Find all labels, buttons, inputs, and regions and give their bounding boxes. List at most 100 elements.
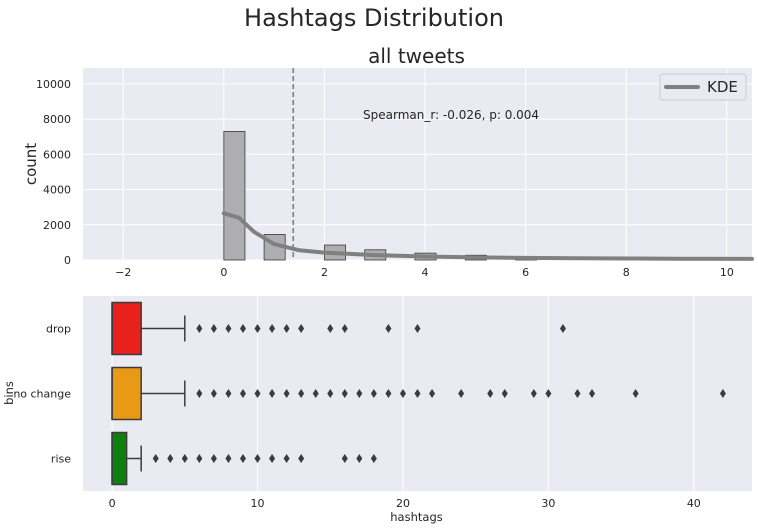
outlier-point [298, 389, 305, 398]
outlier-point [356, 454, 363, 463]
outlier-point [239, 454, 246, 463]
histogram-y-tick-label: 10000 [36, 78, 71, 91]
outlier-point [210, 324, 217, 333]
outlier-point [501, 389, 508, 398]
outlier-point [545, 389, 552, 398]
outlier-point [239, 324, 246, 333]
histogram-y-tick-label: 2000 [43, 219, 71, 232]
outlier-point [487, 389, 494, 398]
outlier-point [269, 324, 276, 333]
outlier-point [254, 389, 261, 398]
outlier-point [167, 454, 174, 463]
outlier-point [327, 389, 334, 398]
histogram-y-tick-label: 0 [64, 254, 71, 267]
outlier-point [269, 389, 276, 398]
outlier-point [429, 389, 436, 398]
boxplot-y-label: bins [2, 381, 16, 405]
kde-curve-group [221, 211, 754, 261]
figure-suptitle: Hashtags Distribution [244, 4, 504, 32]
outlier-point [458, 389, 465, 398]
spearman-annotation: Spearman_r: -0.026, p: 0.004 [363, 108, 539, 122]
boxplot-x-tick-label: 20 [396, 497, 410, 510]
outlier-point [298, 324, 305, 333]
boxplot-category-labels: drop no change rise [13, 323, 71, 466]
histogram-grid [83, 68, 752, 261]
outlier-point [414, 324, 421, 333]
outlier-point [283, 389, 290, 398]
box [111, 366, 142, 421]
outlier-point [225, 454, 232, 463]
outlier-point [719, 389, 726, 398]
outlier-point [312, 389, 319, 398]
outlier-point [181, 454, 188, 463]
histogram-x-tick-label: 8 [623, 266, 630, 279]
boxplot-rise [111, 431, 377, 486]
legend-kde-label: KDE [707, 78, 738, 96]
outlier-point [574, 389, 581, 398]
outlier-point [559, 324, 566, 333]
outlier-point [196, 389, 203, 398]
outlier-point [327, 324, 334, 333]
outlier-point [399, 389, 406, 398]
histogram-x-tick-label: 2 [321, 266, 328, 279]
histogram-y-label: count [22, 143, 40, 185]
histogram-x-tick-label: 10 [720, 266, 734, 279]
outlier-point [370, 454, 377, 463]
outlier-point [283, 454, 290, 463]
outlier-point [254, 454, 261, 463]
boxplot-x-tick-label: 40 [687, 497, 701, 510]
outlier-point [225, 324, 232, 333]
outlier-point [385, 389, 392, 398]
boxplot-x-tick-label: 30 [541, 497, 555, 510]
outlier-point [152, 454, 159, 463]
outlier-point [589, 389, 596, 398]
histogram-x-ticks: −2 0 2 4 6 8 10 [115, 266, 734, 279]
outlier-point [414, 389, 421, 398]
histogram-title: all tweets [368, 44, 465, 68]
outlier-point [341, 324, 348, 333]
outlier-point [269, 454, 276, 463]
outlier-point [298, 454, 305, 463]
outlier-point [254, 324, 261, 333]
outlier-point [632, 389, 639, 398]
boxplot-drop [111, 301, 566, 356]
outlier-point [341, 389, 348, 398]
outlier-point [385, 324, 392, 333]
histogram-x-tick-label: 0 [220, 266, 227, 279]
box [111, 431, 128, 486]
kde-line [221, 211, 754, 261]
boxplot-no-change [111, 366, 726, 421]
outlier-point [210, 389, 217, 398]
legend: KDE [659, 73, 747, 101]
outlier-point [196, 454, 203, 463]
histogram-panel: all tweets Spearman_r: -0.026, p: 0.004 … [22, 44, 754, 279]
boxplot-category-label: no change [13, 388, 71, 401]
box [111, 301, 142, 356]
histogram-x-tick-label: −2 [115, 266, 131, 279]
histogram-y-tick-label: 4000 [43, 184, 71, 197]
boxplot-boxes [111, 301, 726, 486]
outlier-point [530, 389, 537, 398]
outlier-point [370, 389, 377, 398]
outlier-point [196, 324, 203, 333]
histogram-y-tick-label: 8000 [43, 113, 71, 126]
histogram-plot-area [83, 68, 752, 260]
legend-box [659, 73, 747, 101]
outlier-point [283, 324, 290, 333]
outlier-point [210, 454, 217, 463]
histogram-bar [223, 131, 246, 261]
histogram-y-tick-label: 6000 [43, 148, 71, 161]
histogram-x-tick-label: 6 [522, 266, 529, 279]
boxplot-x-label: hashtags [390, 510, 442, 524]
boxplot-x-tick-label: 10 [251, 497, 265, 510]
boxplot-panel: 0 10 20 30 40 drop no change rise hashtags bin… [2, 296, 752, 524]
boxplot-category-label: drop [46, 323, 71, 336]
boxplot-category-label: rise [51, 453, 71, 466]
boxplot-x-tick-label: 0 [109, 497, 116, 510]
outlier-point [341, 454, 348, 463]
boxplot-x-ticks: 0 10 20 30 40 [109, 497, 701, 510]
histogram-x-tick-label: 4 [422, 266, 429, 279]
outlier-point [356, 389, 363, 398]
outlier-point [239, 389, 246, 398]
